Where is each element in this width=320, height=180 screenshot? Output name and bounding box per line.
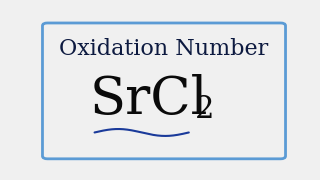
Text: Oxidation Number: Oxidation Number [60, 38, 268, 60]
Text: SrCl: SrCl [90, 74, 208, 125]
FancyBboxPatch shape [43, 23, 285, 159]
Text: 2: 2 [195, 94, 215, 125]
